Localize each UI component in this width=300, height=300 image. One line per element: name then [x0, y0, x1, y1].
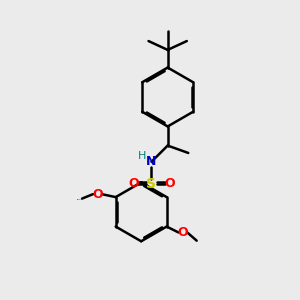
Text: H: H: [138, 152, 146, 161]
Text: N: N: [146, 155, 157, 168]
Text: O: O: [128, 177, 139, 190]
Text: O: O: [164, 177, 175, 190]
Text: O: O: [178, 226, 188, 239]
Text: O: O: [92, 188, 103, 201]
Text: methoxy: methoxy: [76, 199, 83, 200]
Text: S: S: [146, 177, 157, 191]
